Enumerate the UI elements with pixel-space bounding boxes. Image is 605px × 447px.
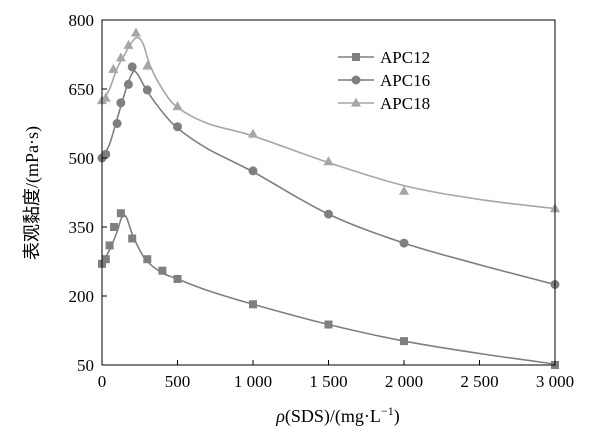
axes: 0 500 1 000 1 500 2 000 2 500 3 000 50 200 350 500… [69,11,575,391]
legend-marker [351,97,361,107]
series-apc18 [97,27,560,213]
data-point-apc18 [172,101,183,111]
legend-label: APC12 [380,48,430,67]
x-tick-label: 2 000 [385,372,423,391]
y-tick-label: 200 [69,287,95,306]
data-point-apc12 [116,209,125,218]
data-point-apc18 [123,39,134,49]
plot-area [97,27,560,369]
data-point-apc18 [323,156,334,166]
series-line-apc16 [101,70,556,286]
data-point-apc12 [400,337,408,346]
x-tick-label: 0 [98,372,107,391]
data-point-apc12 [173,274,182,283]
x-tick-label: 1 000 [234,372,272,391]
data-point-apc18 [248,128,258,138]
data-point-apc16 [116,98,126,108]
data-point-apc16 [248,166,258,176]
data-point-apc12 [105,241,114,250]
legend-label: APC16 [380,71,430,90]
series-apc12 [98,209,559,369]
y-tick-label: 650 [69,80,95,99]
legend-marker [351,75,361,85]
x-axis-label-rho: ρ [275,406,285,426]
data-point-apc18 [142,60,153,70]
y-tick-label: 350 [69,218,95,237]
x-tick-label: 2 500 [460,372,498,391]
data-point-apc12 [158,266,167,275]
y-tick-label: 50 [77,356,94,375]
data-point-apc18 [100,92,111,102]
legend: APC12 APC16 APC18 [338,48,430,113]
legend-item-apc12: APC12 [338,48,430,67]
x-tick-label: 1 500 [309,372,347,391]
data-point-apc16 [127,62,137,72]
data-point-apc12 [110,223,119,231]
data-point-apc18 [399,185,409,195]
data-point-apc12 [128,234,137,243]
legend-item-apc18: APC18 [338,94,430,113]
series-line-apc18 [101,36,556,210]
x-axis-label-sup: −1 [381,404,394,418]
legend-marker [352,53,360,61]
data-point-apc16 [399,238,409,248]
series-line-apc12 [101,214,556,365]
x-axis-label: ρ(SDS)/(mg·L−1) [275,404,399,427]
y-tick-label: 800 [69,11,95,30]
data-point-apc18 [115,52,126,62]
data-point-apc16 [142,85,152,95]
x-axis-label-end: ) [394,406,400,427]
data-point-apc16 [101,149,111,159]
data-point-apc16 [123,79,133,89]
data-point-apc18 [130,27,141,37]
legend-label: APC18 [380,94,430,113]
y-tick-label: 500 [69,149,95,168]
data-point-apc12 [101,255,110,264]
y-axis-label: 表观黏度/(mPa·s) [22,126,43,260]
series-apc16 [97,62,560,289]
data-point-apc18 [108,63,119,73]
data-point-apc16 [173,122,182,132]
data-point-apc12 [324,320,333,329]
x-tick-label: 3 000 [536,372,574,391]
legend-item-apc16: APC16 [338,71,430,90]
x-axis-label-main: (SDS)/(mg·L [285,406,381,427]
x-tick-label: 500 [165,372,191,391]
data-point-apc16 [112,119,122,128]
data-point-apc16 [324,209,333,219]
plot-frame [101,19,556,366]
data-point-apc12 [249,300,257,309]
data-point-apc12 [143,255,152,264]
